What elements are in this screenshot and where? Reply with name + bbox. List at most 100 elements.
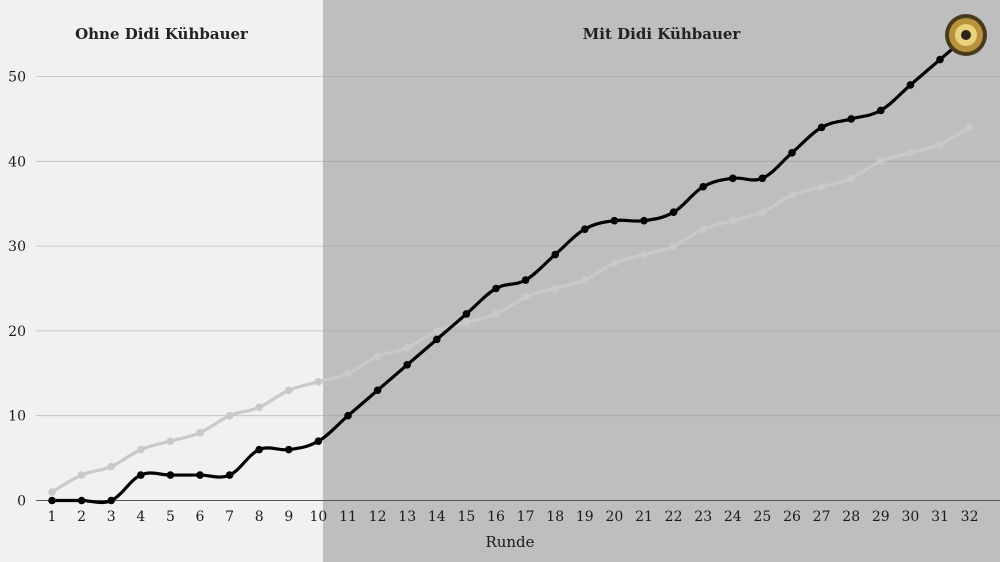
data-point — [669, 208, 678, 216]
data-point — [462, 318, 471, 327]
data-point — [551, 284, 559, 293]
data-point — [433, 335, 441, 344]
x-tick-label: 22 — [665, 509, 683, 525]
y-tick-label: 0 — [17, 494, 26, 510]
data-point — [581, 276, 589, 284]
x-tick-label: 25 — [753, 509, 771, 525]
data-point — [758, 208, 767, 216]
data-point — [255, 403, 263, 412]
x-tick-label: 12 — [369, 509, 387, 525]
y-tick-label: 50 — [8, 70, 26, 86]
x-tick-label: 26 — [783, 509, 801, 525]
data-point — [462, 310, 471, 318]
x-tick-label: 5 — [166, 509, 175, 525]
data-point — [729, 216, 737, 225]
x-axis-title: Runde — [485, 533, 534, 551]
data-point — [166, 471, 175, 479]
club-crest-icon — [945, 14, 987, 56]
data-point — [788, 191, 796, 200]
region-label: Ohne Didi Kühbauer — [75, 25, 249, 43]
region-label: Mit Didi Kühbauer — [583, 25, 742, 43]
data-point — [314, 377, 323, 386]
data-point — [581, 225, 589, 233]
x-tick-label: 31 — [931, 509, 949, 525]
data-point — [255, 445, 263, 454]
x-tick-label: 7 — [225, 509, 234, 525]
data-point — [817, 182, 826, 191]
x-tick-label: 21 — [635, 509, 653, 525]
data-point — [640, 216, 648, 225]
data-point — [196, 428, 204, 437]
data-point — [877, 157, 885, 166]
x-tick-label: 4 — [136, 509, 145, 525]
x-tick-label: 1 — [48, 509, 57, 525]
data-point — [551, 250, 559, 259]
x-tick-label: 15 — [457, 509, 475, 525]
data-point — [314, 437, 323, 445]
data-point — [610, 259, 619, 267]
data-point — [196, 471, 204, 479]
data-point — [492, 284, 500, 293]
data-point — [48, 496, 56, 505]
data-point — [225, 411, 234, 420]
data-point — [107, 462, 115, 471]
x-tick-label: 13 — [398, 509, 416, 525]
data-point — [729, 174, 737, 183]
data-point — [610, 216, 619, 225]
data-point — [788, 149, 796, 157]
x-tick-label: 17 — [517, 509, 535, 525]
x-tick-label: 18 — [546, 509, 564, 525]
x-tick-label: 10 — [309, 509, 327, 525]
data-point — [285, 445, 293, 454]
data-point — [521, 293, 530, 301]
data-point — [77, 471, 86, 479]
data-point — [936, 55, 944, 64]
data-point — [847, 115, 855, 123]
y-tick-label: 40 — [8, 154, 26, 170]
data-point — [699, 225, 707, 233]
x-tick-label: 9 — [284, 509, 293, 525]
region-without — [0, 0, 323, 562]
data-point — [669, 242, 678, 250]
x-tick-label: 14 — [428, 509, 446, 525]
data-point — [936, 140, 944, 149]
x-tick-label: 30 — [901, 509, 919, 525]
x-tick-label: 29 — [872, 509, 890, 525]
x-tick-label: 23 — [694, 509, 712, 525]
x-tick-label: 28 — [842, 509, 860, 525]
x-tick-label: 32 — [961, 509, 979, 525]
data-point — [699, 182, 707, 191]
data-point — [521, 276, 530, 284]
data-point — [758, 174, 767, 183]
x-tick-label: 3 — [107, 509, 116, 525]
y-tick-label: 10 — [8, 409, 26, 425]
data-point — [225, 471, 234, 479]
x-tick-label: 27 — [813, 509, 831, 525]
data-point — [107, 496, 115, 505]
x-tick-label: 6 — [196, 509, 205, 525]
data-point — [48, 488, 56, 496]
data-point — [817, 123, 826, 132]
data-point — [965, 123, 974, 132]
data-point — [285, 386, 293, 395]
data-point — [373, 386, 382, 395]
data-point — [640, 250, 648, 259]
data-point — [403, 344, 412, 352]
x-tick-label: 20 — [605, 509, 623, 525]
y-tick-label: 30 — [8, 239, 26, 255]
data-point — [344, 411, 352, 420]
x-tick-label: 16 — [487, 509, 505, 525]
data-point — [847, 174, 855, 183]
data-point — [137, 471, 145, 479]
x-tick-label: 24 — [724, 509, 742, 525]
data-point — [877, 106, 885, 115]
data-point — [344, 369, 352, 378]
data-point — [433, 327, 441, 335]
data-point — [166, 437, 175, 445]
region-with — [323, 0, 1000, 562]
data-point — [77, 496, 86, 505]
x-tick-label: 19 — [576, 509, 594, 525]
data-point — [492, 310, 500, 318]
data-point — [906, 81, 915, 89]
